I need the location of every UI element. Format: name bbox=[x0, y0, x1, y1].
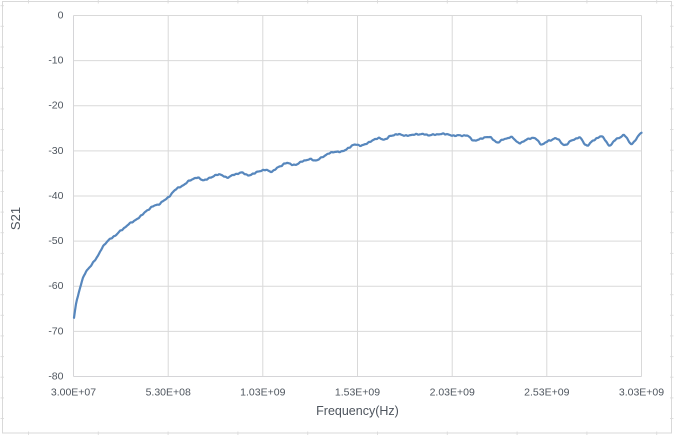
svg-text:-30: -30 bbox=[48, 145, 63, 157]
svg-text:Frequency(Hz): Frequency(Hz) bbox=[316, 404, 399, 418]
svg-text:3.03E+09: 3.03E+09 bbox=[619, 386, 664, 398]
svg-text:1.53E+09: 1.53E+09 bbox=[335, 386, 380, 398]
svg-text:-60: -60 bbox=[48, 280, 63, 292]
svg-text:3.00E+07: 3.00E+07 bbox=[51, 386, 96, 398]
svg-text:2.03E+09: 2.03E+09 bbox=[430, 386, 475, 398]
svg-text:-70: -70 bbox=[48, 325, 63, 337]
svg-text:-20: -20 bbox=[48, 100, 63, 112]
svg-text:1.03E+09: 1.03E+09 bbox=[240, 386, 285, 398]
svg-text:0: 0 bbox=[58, 9, 64, 21]
svg-text:-40: -40 bbox=[48, 190, 63, 202]
svg-text:-10: -10 bbox=[48, 55, 63, 67]
svg-text:-50: -50 bbox=[48, 235, 63, 247]
svg-text:S21: S21 bbox=[8, 207, 23, 230]
svg-text:2.53E+09: 2.53E+09 bbox=[524, 386, 569, 398]
svg-text:5.30E+08: 5.30E+08 bbox=[146, 386, 191, 398]
svg-text:-80: -80 bbox=[48, 370, 63, 382]
